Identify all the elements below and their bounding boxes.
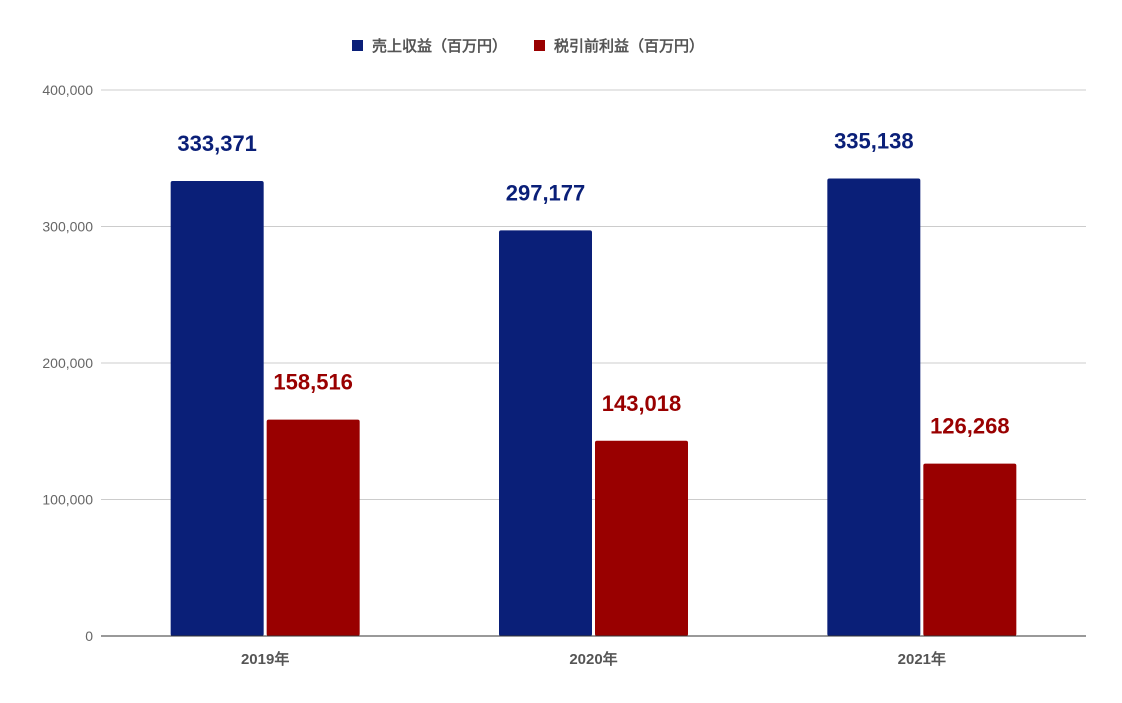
x-tick-label: 2019年 bbox=[241, 650, 289, 668]
x-tick-label: 2021年 bbox=[898, 650, 946, 668]
data-label: 297,177 bbox=[506, 180, 586, 205]
bar bbox=[923, 463, 1017, 636]
bar bbox=[266, 419, 360, 636]
data-label: 143,018 bbox=[602, 391, 682, 416]
bar bbox=[595, 440, 688, 636]
data-label: 335,138 bbox=[834, 129, 914, 154]
bar bbox=[499, 230, 592, 636]
x-tick-label: 2020年 bbox=[569, 650, 617, 668]
legend-swatch bbox=[534, 40, 545, 51]
legend-label: 税引前利益（百万円） bbox=[554, 37, 704, 55]
y-tick-label: 100,000 bbox=[42, 492, 93, 508]
legend-label: 売上収益（百万円） bbox=[372, 37, 507, 55]
bar bbox=[170, 180, 264, 636]
legend-swatch bbox=[352, 40, 363, 51]
data-label: 158,516 bbox=[273, 370, 353, 395]
data-label: 126,268 bbox=[930, 414, 1010, 439]
y-tick-label: 300,000 bbox=[42, 219, 93, 235]
data-label: 333,371 bbox=[177, 131, 257, 156]
bar bbox=[827, 178, 921, 637]
y-tick-label: 400,000 bbox=[42, 82, 93, 98]
y-tick-label: 0 bbox=[85, 628, 93, 644]
y-tick-label: 200,000 bbox=[42, 355, 93, 371]
